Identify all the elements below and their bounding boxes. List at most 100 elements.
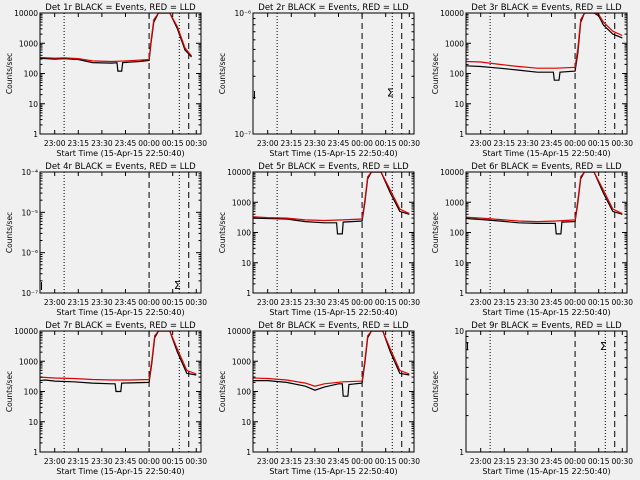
x-tick-label: 23:00	[257, 139, 279, 148]
x-tick-label: 23:00	[470, 457, 492, 466]
data-marker: Σ	[387, 87, 394, 100]
x-tick-label: 23:45	[541, 298, 563, 307]
events-line	[466, 13, 623, 81]
series-group	[40, 331, 197, 393]
x-tick-label: 23:00	[257, 457, 279, 466]
y-tick-label: 100	[237, 229, 252, 238]
x-tick-label: 23:15	[280, 457, 302, 466]
y-tick-label: 1	[246, 289, 251, 298]
y-tick-label: 1000	[232, 198, 251, 207]
panel-title: Det 1r BLACK = Events, RED = LLD	[45, 3, 196, 13]
x-tick-label: 00:30	[398, 139, 420, 148]
x-tick-label: 00:30	[611, 298, 633, 307]
y-tick-label: 10⁻⁴	[21, 168, 38, 177]
y-tick-label: 10⁻⁷	[21, 289, 38, 298]
x-tick-label: 23:00	[44, 457, 66, 466]
x-tick-label: 23:30	[517, 457, 539, 466]
y-tick-label: 10	[454, 100, 464, 109]
y-tick-label: 1000	[445, 39, 464, 48]
y-tick-label: 10	[454, 259, 464, 268]
x-tick-label: 00:00	[351, 139, 373, 148]
y-tick-label: 10	[241, 418, 251, 427]
series-group	[253, 331, 410, 397]
x-tick-label: 23:15	[67, 139, 89, 148]
x-axis-label: Start Time (15-Apr-15 22:50:40)	[56, 149, 184, 158]
x-tick-label: 00:00	[564, 298, 586, 307]
y-tick-label: 10000	[440, 168, 464, 177]
x-axis-label: Start Time (15-Apr-15 22:50:40)	[56, 308, 184, 317]
lld-line	[253, 331, 410, 387]
x-tick-label: 23:30	[91, 139, 113, 148]
x-axis-label: Start Time (15-Apr-15 22:50:40)	[482, 149, 610, 158]
x-tick-label: 23:30	[517, 298, 539, 307]
x-tick-label: 00:00	[351, 457, 373, 466]
y-axis-label: Counts/sec	[431, 53, 440, 94]
x-tick-label: 00:00	[138, 457, 160, 466]
events-line	[40, 13, 193, 72]
series-group	[466, 172, 623, 235]
y-axis-label: Counts/sec	[218, 212, 227, 253]
series-group	[40, 13, 193, 72]
x-tick-label: 00:15	[375, 457, 397, 466]
y-tick-label: 100	[450, 70, 465, 79]
y-axis-label: Counts/sec	[218, 53, 227, 94]
x-tick-label: 23:15	[67, 298, 89, 307]
panel-title: Det 3r BLACK = Events, RED = LLD	[471, 3, 622, 13]
x-tick-label: 00:00	[138, 298, 160, 307]
y-tick-label: 10000	[227, 168, 251, 177]
x-tick-label: 23:45	[328, 457, 350, 466]
panel-title: Det 4r BLACK = Events, RED = LLD	[45, 162, 196, 172]
x-tick-label: 23:45	[541, 139, 563, 148]
lld-line	[40, 331, 197, 381]
x-tick-label: 00:30	[611, 457, 633, 466]
y-tick-label: 1000	[232, 357, 251, 366]
x-tick-label: 00:15	[162, 139, 184, 148]
x-tick-label: 23:45	[115, 457, 137, 466]
x-tick-label: 23:00	[257, 298, 279, 307]
y-tick-label: 10⁻⁶	[21, 249, 38, 258]
x-tick-label: 23:15	[493, 139, 515, 148]
y-tick-label: 10000	[14, 9, 38, 18]
x-tick-label: 23:15	[67, 457, 89, 466]
x-axis-label: Start Time (15-Apr-15 22:50:40)	[269, 308, 397, 317]
data-marker: I	[253, 89, 256, 102]
events-line	[253, 331, 410, 397]
x-tick-label: 00:30	[398, 298, 420, 307]
x-tick-label: 23:15	[493, 457, 515, 466]
data-marker: Σ	[174, 279, 181, 292]
y-tick-label: 1000	[19, 357, 38, 366]
x-tick-label: 00:15	[588, 457, 610, 466]
x-tick-label: 00:30	[185, 457, 207, 466]
y-axis-label: Counts/sec	[5, 371, 14, 412]
x-tick-label: 23:45	[541, 457, 563, 466]
y-tick-label: 1	[459, 130, 464, 139]
panel-title: Det 8r BLACK = Events, RED = LLD	[258, 321, 409, 331]
x-tick-label: 23:15	[280, 139, 302, 148]
panel-title: Det 7r BLACK = Events, RED = LLD	[45, 321, 196, 331]
lld-line	[40, 13, 193, 63]
x-tick-label: 23:15	[280, 298, 302, 307]
y-tick-label: 100	[24, 70, 39, 79]
x-tick-label: 00:00	[138, 139, 160, 148]
y-tick-label: 1	[246, 448, 251, 457]
data-marker: I	[466, 340, 469, 353]
plot-frame	[252, 12, 415, 135]
data-marker: Σ	[600, 340, 607, 353]
x-tick-label: 23:00	[44, 298, 66, 307]
y-tick-label: 1	[33, 130, 38, 139]
y-tick-label: 10⁻⁷	[234, 130, 251, 139]
x-tick-label: 23:45	[328, 139, 350, 148]
x-axis-label: Start Time (15-Apr-15 22:50:40)	[482, 308, 610, 317]
x-axis-label: Start Time (15-Apr-15 22:50:40)	[482, 467, 610, 476]
y-tick-label: 10	[28, 100, 38, 109]
data-marker: I	[40, 280, 43, 293]
plot-frame	[465, 330, 628, 453]
